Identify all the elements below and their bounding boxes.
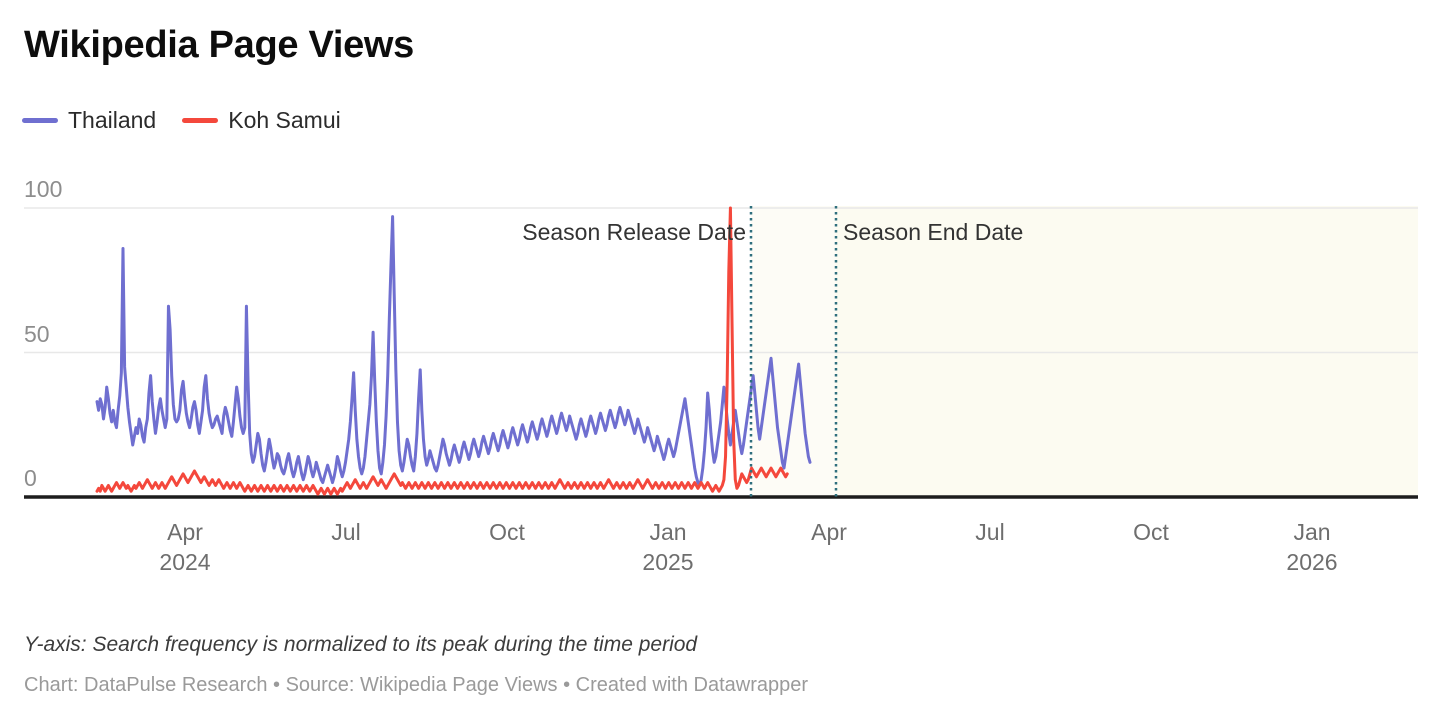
x-axis-tick-year: 2024 bbox=[159, 549, 211, 575]
x-axis-tick: Jul bbox=[975, 517, 1004, 547]
legend-label: Thailand bbox=[68, 107, 157, 133]
chart-legend: Thailand Koh Samui bbox=[22, 109, 341, 132]
x-axis-tick: Jan 2026 bbox=[1286, 517, 1337, 577]
x-axis-tick: Apr 2024 bbox=[159, 517, 210, 577]
y-axis-note: Y-axis: Search frequency is normalized t… bbox=[24, 633, 698, 656]
legend-item-koh-samui[interactable]: Koh Samui bbox=[182, 109, 341, 132]
x-axis-tick-month: Oct bbox=[489, 519, 525, 545]
x-axis-tick-month: Apr bbox=[811, 519, 847, 545]
annotation-season-end-date: Season End Date bbox=[843, 219, 1024, 245]
chart-credit: Chart: DataPulse Research • Source: Wiki… bbox=[24, 674, 809, 696]
series-line-koh-samui[interactable] bbox=[95, 206, 789, 496]
x-axis-tick: Oct bbox=[1133, 517, 1169, 547]
y-axis-tick-0: 0 bbox=[24, 465, 37, 491]
y-axis-tick-50: 50 bbox=[24, 320, 50, 347]
x-axis-tick: Oct bbox=[489, 517, 525, 547]
shaded-region-after-end bbox=[836, 206, 1418, 497]
x-axis-tick-month: Jan bbox=[1293, 519, 1331, 545]
y-axis-tick-100: 100 bbox=[24, 176, 63, 202]
legend-label: Koh Samui bbox=[228, 107, 341, 133]
shaded-region-release-to-end bbox=[751, 206, 836, 497]
x-axis-tick-month: Jan bbox=[649, 519, 687, 545]
line-swatch-icon bbox=[182, 118, 219, 123]
x-axis-tick-year: 2025 bbox=[642, 549, 694, 575]
chart-title: Wikipedia Page Views bbox=[24, 24, 415, 66]
x-axis-tick-month: Jul bbox=[331, 519, 361, 545]
line-swatch-icon bbox=[22, 118, 58, 123]
legend-item-thailand[interactable]: Thailand bbox=[22, 109, 156, 132]
annotation-season-release-date: Season Release Date bbox=[522, 219, 746, 245]
x-axis-tick-month: Apr bbox=[167, 519, 203, 545]
x-axis-tick: Apr bbox=[811, 517, 847, 547]
x-axis-tick-year: 2026 bbox=[1286, 549, 1338, 575]
x-axis-tick: Jan 2025 bbox=[642, 517, 693, 577]
series-line-thailand[interactable] bbox=[95, 215, 812, 487]
x-axis-tick-month: Oct bbox=[1133, 519, 1169, 545]
x-axis-tick: Jul bbox=[331, 517, 360, 547]
x-axis-tick-month: Jul bbox=[975, 519, 1005, 545]
